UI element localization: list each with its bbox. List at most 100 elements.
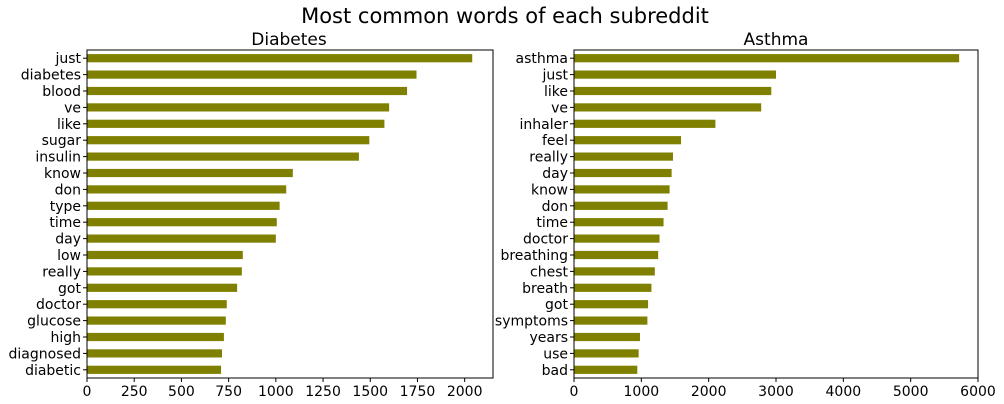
asthma-x-ticks: 0 1000 2000 3000 4000 5000 6000 [570, 378, 996, 400]
asthma-word-label-know: know [531, 182, 568, 198]
asthma-word-label-symptoms: symptoms [495, 314, 568, 330]
diabetes-bar-really [87, 267, 242, 276]
diabetes-word-label-got: got [58, 281, 81, 297]
diabetes-x-tick-label: 500 [168, 384, 195, 400]
diabetes-word-label-time: time [49, 215, 81, 231]
asthma-bar-years [574, 332, 640, 342]
diabetes-word-label-diabetic: diabetic [25, 363, 81, 379]
asthma-x-tick-label: 2000 [691, 384, 727, 400]
asthma-bar-just [574, 70, 776, 79]
diabetes-word-label-glucose: glucose [27, 314, 81, 330]
diabetes-word-label-don: don [55, 182, 81, 198]
asthma-word-label-day: day [542, 166, 568, 182]
asthma-bar-don [574, 201, 668, 210]
asthma-x-tick-label: 3000 [758, 384, 794, 400]
asthma-word-label-bad: bad [542, 363, 568, 379]
asthma-bar-time [574, 218, 664, 227]
asthma-word-label-chest: chest [530, 264, 568, 280]
diabetes-word-label-sugar: sugar [42, 133, 82, 149]
diabetes-bar-diagnosed [87, 349, 223, 358]
diabetes-bar-know [87, 168, 293, 178]
asthma-word-label-time: time [536, 215, 568, 231]
diabetes-bar-time [87, 218, 277, 227]
asthma-plot-frame [573, 49, 979, 379]
asthma-word-label-years: years [529, 330, 568, 346]
diabetes-word-label-diagnosed: diagnosed [9, 346, 81, 362]
asthma-word-label-ve: ve [551, 100, 568, 116]
figure-title: Most common words of each subreddit [301, 4, 709, 28]
asthma-chart: Asthma asthmajustlikeveinhalerfeelreally… [495, 30, 996, 400]
diabetes-word-label-insulin: insulin [35, 150, 81, 166]
asthma-bar-feel [574, 136, 682, 145]
diabetes-bar-doctor [87, 300, 227, 309]
diabetes-word-labels: justdiabetesbloodvelikesugarinsulinknowd… [9, 51, 87, 379]
asthma-x-tick-label: 1000 [624, 384, 660, 400]
asthma-bar-breath [574, 283, 652, 292]
diabetes-bar-just [87, 54, 473, 63]
asthma-bar-know [574, 185, 670, 194]
asthma-x-tick-label: 5000 [893, 384, 929, 400]
asthma-word-label-inhaler: inhaler [520, 117, 569, 133]
diabetes-x-tick-label: 250 [121, 384, 148, 400]
diabetes-bar-insulin [87, 152, 359, 161]
diabetes-x-tick-label: 750 [215, 384, 242, 400]
asthma-bar-use [574, 349, 639, 358]
asthma-bars [574, 54, 960, 374]
asthma-x-tick-label: 6000 [960, 384, 996, 400]
asthma-word-label-breath: breath [522, 281, 568, 297]
diabetes-word-label-high: high [50, 330, 81, 346]
diabetes-chart-title: Diabetes [251, 30, 327, 50]
asthma-word-label-don: don [542, 199, 568, 215]
diabetes-word-label-day: day [55, 232, 81, 248]
diabetes-x-tick-label: 2000 [447, 384, 483, 400]
diabetes-x-tick-label: 1500 [352, 384, 388, 400]
asthma-bar-chest [574, 267, 655, 276]
asthma-word-label-really: really [529, 150, 568, 166]
asthma-chart-title: Asthma [744, 30, 809, 50]
diabetes-word-label-type: type [50, 199, 81, 215]
diabetes-word-label-just: just [54, 51, 81, 67]
diabetes-x-ticks: 0 250 500 750 1000 1250 1500 1750 2000 [83, 378, 483, 400]
diabetes-x-tick-label: 0 [83, 384, 92, 400]
diabetes-bar-got [87, 283, 238, 292]
diabetes-word-label-like: like [57, 117, 81, 133]
diabetes-bar-diabetic [87, 365, 222, 374]
asthma-word-label-got: got [545, 297, 568, 313]
asthma-bar-inhaler [574, 119, 716, 128]
asthma-bar-day [574, 168, 672, 178]
asthma-x-tick-label: 0 [570, 384, 579, 400]
diabetes-bar-diabetes [87, 70, 417, 79]
diabetes-bar-low [87, 250, 243, 260]
diabetes-bar-high [87, 332, 224, 342]
diabetes-word-label-low: low [57, 248, 81, 264]
diabetes-bar-like [87, 119, 385, 128]
asthma-x-tick-label: 4000 [826, 384, 862, 400]
asthma-bar-like [574, 86, 772, 96]
asthma-word-label-just: just [541, 68, 568, 84]
diabetes-word-label-doctor: doctor [36, 297, 81, 313]
diabetes-chart: Diabetes justdiabetesbloodvelikesugarins… [9, 30, 494, 400]
asthma-bar-asthma [574, 54, 960, 63]
diabetes-word-label-ve: ve [64, 100, 81, 116]
diabetes-plot-frame [86, 49, 494, 379]
asthma-bar-breathing [574, 250, 659, 260]
diabetes-bar-sugar [87, 136, 370, 145]
diabetes-bar-ve [87, 103, 390, 112]
asthma-word-label-use: use [543, 346, 568, 362]
asthma-bar-ve [574, 103, 762, 112]
diabetes-word-label-diabetes: diabetes [21, 68, 81, 84]
asthma-bar-bad [574, 365, 638, 374]
asthma-bar-doctor [574, 234, 660, 243]
asthma-bar-really [574, 152, 673, 161]
asthma-bar-symptoms [574, 316, 648, 325]
asthma-word-label-breathing: breathing [500, 248, 568, 264]
asthma-word-label-feel: feel [542, 133, 568, 149]
diabetes-x-tick-label: 1750 [400, 384, 436, 400]
diabetes-bar-glucose [87, 316, 226, 325]
diabetes-bar-don [87, 185, 287, 194]
diabetes-x-tick-label: 1000 [258, 384, 294, 400]
asthma-bar-got [574, 300, 649, 309]
diabetes-bars [87, 54, 473, 374]
asthma-word-label-doctor: doctor [523, 232, 568, 248]
